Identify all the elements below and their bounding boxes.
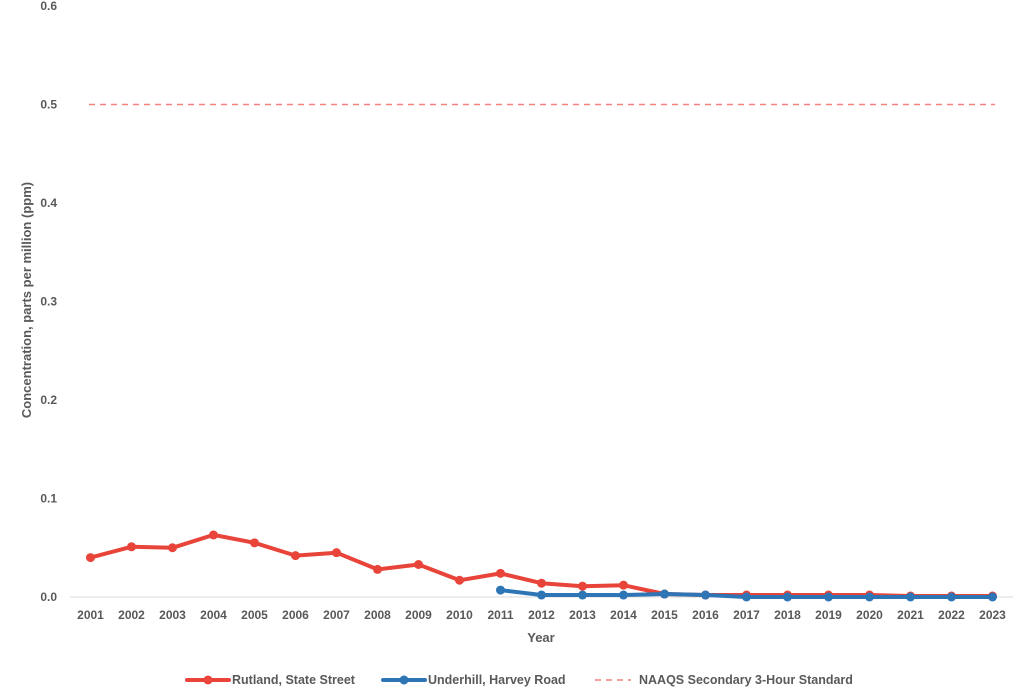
legend-label: Underhill, Harvey Road (428, 673, 566, 687)
x-tick-label: 2020 (856, 608, 883, 622)
x-tick-label: 2003 (159, 608, 186, 622)
x-tick-label: 2017 (733, 608, 760, 622)
legend-item: NAAQS Secondary 3-Hour Standard (595, 673, 853, 687)
data-point (168, 543, 177, 553)
x-tick-label: 2015 (651, 608, 678, 622)
data-point (332, 548, 341, 558)
x-tick-label: 2013 (569, 608, 596, 622)
data-point (86, 553, 95, 563)
legend-marker (399, 675, 409, 685)
plot-area (86, 103, 997, 602)
data-point (578, 590, 587, 600)
data-point (947, 592, 956, 602)
data-point (619, 580, 628, 590)
data-point (127, 542, 136, 552)
data-point (660, 589, 669, 599)
y-tick-label: 0.0 (40, 590, 57, 604)
data-point (906, 592, 915, 602)
data-point (291, 551, 300, 561)
y-tick-label: 0.6 (40, 0, 57, 13)
data-point (537, 590, 546, 600)
x-tick-label: 2022 (938, 608, 965, 622)
data-point (250, 538, 259, 548)
x-tick-label: 2008 (364, 608, 391, 622)
series-group (496, 585, 997, 602)
x-tick-label: 2021 (897, 608, 924, 622)
x-tick-label: 2019 (815, 608, 842, 622)
data-point (865, 592, 874, 602)
x-tick-label: 2023 (979, 608, 1006, 622)
legend-item: Underhill, Harvey Road (381, 673, 566, 687)
data-point (455, 575, 464, 585)
y-axis-ticks: 0.0 0.1 0.2 0.3 0.4 0.5 0.6 (40, 0, 57, 604)
x-axis-title: Year (527, 630, 554, 645)
x-tick-label: 2005 (241, 608, 268, 622)
x-tick-label: 2001 (77, 608, 104, 622)
x-tick-label: 2004 (200, 608, 227, 622)
x-tick-label: 2002 (118, 608, 145, 622)
data-point (373, 564, 382, 574)
y-tick-label: 0.1 (40, 492, 57, 506)
y-tick-label: 0.2 (40, 393, 57, 407)
legend-label: Rutland, State Street (232, 673, 356, 687)
x-tick-label: 2009 (405, 608, 432, 622)
y-tick-label: 0.5 (40, 98, 57, 112)
x-tick-label: 2014 (610, 608, 637, 622)
legend-marker (203, 675, 213, 685)
x-tick-label: 2006 (282, 608, 309, 622)
data-point (496, 585, 505, 595)
x-tick-label: 2011 (487, 608, 513, 622)
legend: Rutland, State Street Underhill, Harvey R… (185, 673, 853, 687)
series-group (86, 530, 997, 601)
legend-item: Rutland, State Street (185, 673, 356, 687)
x-axis-ticks: 2001 2002 2003 2004 2005 2006 2007 2008 2009 2010… (77, 608, 1006, 622)
data-point (414, 559, 423, 569)
data-point (988, 592, 997, 602)
legend-label: NAAQS Secondary 3-Hour Standard (639, 673, 853, 687)
y-axis-title: Concentration, parts per million (ppm) (19, 182, 34, 418)
x-tick-label: 2016 (692, 608, 719, 622)
y-tick-label: 0.4 (40, 196, 57, 210)
data-point (619, 590, 628, 600)
data-point (742, 592, 751, 602)
data-point (496, 568, 505, 578)
x-tick-label: 2018 (774, 608, 801, 622)
x-tick-label: 2010 (446, 608, 473, 622)
data-point (578, 581, 587, 591)
data-point (537, 578, 546, 588)
data-point (783, 592, 792, 602)
data-point (824, 592, 833, 602)
y-tick-label: 0.3 (40, 295, 57, 309)
data-point (701, 590, 710, 600)
data-point (209, 530, 218, 540)
x-tick-label: 2007 (323, 608, 350, 622)
x-tick-label: 2012 (528, 608, 555, 622)
